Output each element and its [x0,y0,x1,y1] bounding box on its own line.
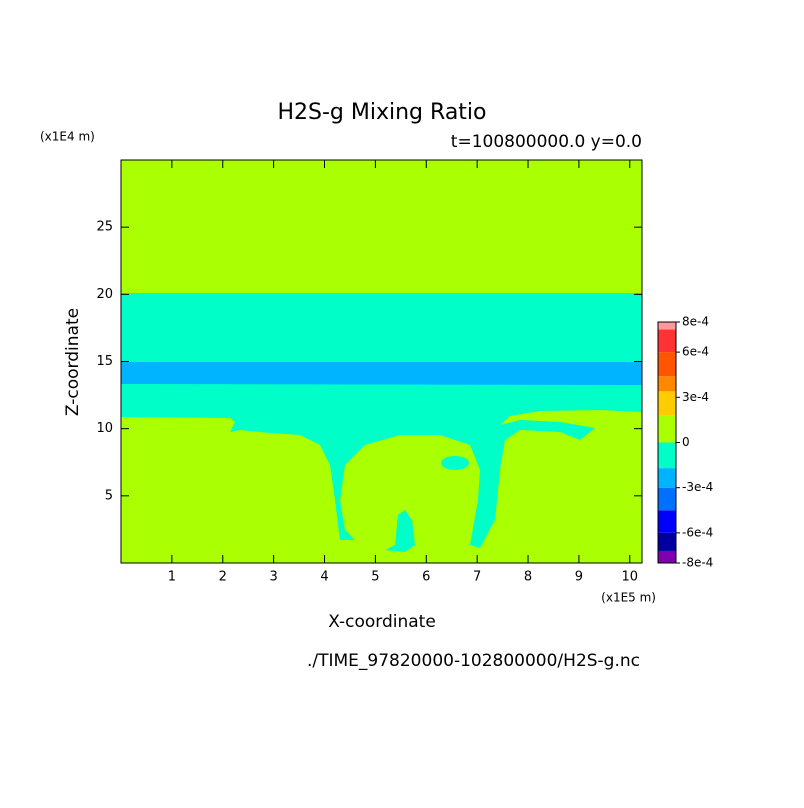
x-tick-label: 9 [575,570,583,585]
colorbar-band [658,532,676,551]
colorbar-band [658,329,676,353]
colorbar-band [658,510,676,533]
colorbar-band [658,391,676,416]
x-tick-label: 1 [168,570,176,585]
colorbar-tick-label: 6e-4 [682,345,709,359]
x-unit: (x1E5 m) [601,591,656,605]
contour-region [441,456,469,470]
colorbar-tick-label: 0 [682,435,690,449]
x-tick-label: 6 [422,570,430,585]
x-tick-label: 3 [269,570,277,585]
colorbar-tick-label: 3e-4 [682,390,709,404]
colorbar-tick-label: -8e-4 [682,556,713,570]
contour-region [121,362,642,385]
y-axis-label: Z-coordinate [63,308,83,416]
x-tick-label: 7 [473,570,481,585]
colorbar-band [658,487,676,511]
colorbar-tick-label: -3e-4 [682,480,713,494]
colorbar-band [658,468,676,488]
colorbar-band [658,352,676,377]
colorbar-band [658,550,676,563]
file-path: ./TIME_97820000-102800000/H2S-g.nc [307,651,640,671]
colorbar-tick-label: -6e-4 [682,525,713,539]
x-tick-label: 5 [371,570,379,585]
contour-region [385,510,415,552]
contour-field [121,160,642,563]
y-tick-label: 20 [96,287,113,302]
y-tick-label: 15 [96,354,113,369]
chart-subtitle: t=100800000.0 y=0.0 [451,132,642,152]
x-tick-label: 10 [622,570,639,585]
chart-title: H2S-g Mixing Ratio [277,100,486,125]
colorbar-tick-label: 8e-4 [682,315,709,329]
colorbar-band [658,415,676,443]
x-tick-label: 4 [320,570,328,585]
colorbar-band [658,376,676,392]
contour-region [121,293,642,548]
x-tick-label: 2 [219,570,227,585]
colorbar-band [658,322,676,330]
y-unit: (x1E4 m) [40,130,95,144]
colorbar-band [658,442,676,469]
y-tick-label: 5 [105,488,113,503]
x-axis-label: X-coordinate [328,612,436,632]
y-tick-label: 10 [96,421,113,436]
x-tick-label: 8 [524,570,532,585]
y-tick-label: 25 [96,220,113,235]
